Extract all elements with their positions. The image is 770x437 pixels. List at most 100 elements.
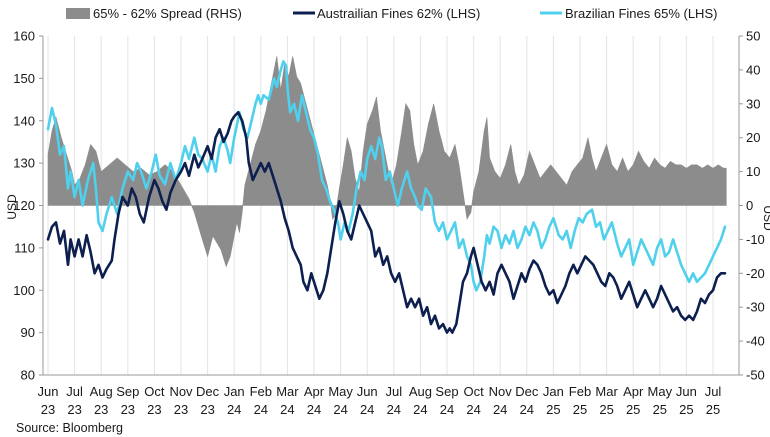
x-tick-year: 25 <box>626 402 640 417</box>
spread-area-series <box>47 56 727 268</box>
x-tick-year: 23 <box>94 402 108 417</box>
x-tick-label: Aug 23 <box>90 384 113 417</box>
x-tick-year: 25 <box>546 402 560 417</box>
x-tick-month: Jul <box>705 384 722 399</box>
left-tick-label: 80 <box>21 368 35 383</box>
x-tick-label: Jan 24 <box>224 384 245 417</box>
x-tick-year: 24 <box>466 402 480 417</box>
legend-label-brazilian: Brazilian Fines 65% (LHS) <box>565 6 717 21</box>
x-tick-label: Nov 23 <box>169 384 193 417</box>
right-tick-label: 10 <box>746 164 760 179</box>
right-tick-label: -30 <box>746 300 765 315</box>
x-tick-year: 23 <box>121 402 135 417</box>
x-tick-month: Jan <box>543 384 564 399</box>
x-tick-year: 24 <box>333 402 347 417</box>
x-tick-label: Jul 23 <box>66 384 83 417</box>
x-tick-label: Feb 25 <box>569 384 591 417</box>
left-tick-label: 150 <box>13 71 35 86</box>
x-tick-month: Feb <box>250 384 272 399</box>
x-tick-year: 24 <box>254 402 268 417</box>
x-axis-ticks: Jun 23 Jul 23 Aug 23 Sep 23 Oct 23 Nov 23 Dec 23 Jan 24… <box>38 384 722 417</box>
right-axis-title: USD <box>761 205 770 231</box>
x-tick-year: 25 <box>679 402 693 417</box>
x-tick-year: 24 <box>520 402 534 417</box>
x-tick-year: 24 <box>360 402 374 417</box>
x-tick-month: Jun <box>357 384 378 399</box>
right-tick-label: 30 <box>746 96 760 111</box>
x-tick-label: Jun 24 <box>357 384 378 417</box>
left-axis-title: USD <box>5 194 19 220</box>
x-tick-year: 24 <box>413 402 427 417</box>
left-tick-label: 120 <box>13 198 35 213</box>
line-series <box>46 60 727 334</box>
x-tick-label: Sep 24 <box>435 384 458 417</box>
x-tick-label: Mar 24 <box>276 384 299 417</box>
x-tick-month: May <box>648 384 673 399</box>
x-tick-month: Jun <box>38 384 59 399</box>
x-tick-month: Apr <box>304 384 325 399</box>
x-tick-month: Apr <box>623 384 644 399</box>
x-tick-label: Nov 24 <box>489 384 513 417</box>
x-tick-month: Feb <box>569 384 591 399</box>
x-tick-year: 23 <box>200 402 214 417</box>
x-tick-label: Apr 25 <box>623 384 644 417</box>
x-tick-year: 23 <box>147 402 161 417</box>
x-tick-month: Jul <box>66 384 83 399</box>
x-tick-label: Jun 25 <box>676 384 697 417</box>
x-tick-month: Nov <box>169 384 193 399</box>
x-tick-month: Jul <box>385 384 402 399</box>
right-tick-label: 0 <box>746 198 753 213</box>
x-tick-year: 23 <box>67 402 81 417</box>
legend-label-australian: Austrailian Fines 62% (LHS) <box>317 6 480 21</box>
brazilian-fines-line <box>46 60 727 292</box>
x-tick-month: May <box>328 384 353 399</box>
left-tick-label: 160 <box>13 29 35 44</box>
x-tick-label: Jun 23 <box>38 384 59 417</box>
right-tick-label: 50 <box>746 29 760 44</box>
x-tick-month: Dec <box>196 384 220 399</box>
x-tick-label: Apr 24 <box>304 384 325 417</box>
x-tick-year: 24 <box>440 402 454 417</box>
x-tick-month: Aug <box>90 384 113 399</box>
x-tick-label: Oct 23 <box>144 384 165 417</box>
left-tick-label: 130 <box>13 156 35 171</box>
right-tick-label: 20 <box>746 130 760 145</box>
x-tick-label: Mar 25 <box>595 384 618 417</box>
x-tick-label: Aug 24 <box>409 384 432 417</box>
x-tick-month: Aug <box>409 384 432 399</box>
x-tick-month: Sep <box>116 384 139 399</box>
x-tick-year: 24 <box>227 402 241 417</box>
legend-label-spread: 65% - 62% Spread (RHS) <box>93 6 242 21</box>
legend-swatch-spread <box>66 8 90 19</box>
x-tick-month: Mar <box>276 384 299 399</box>
right-tick-label: -40 <box>746 334 765 349</box>
x-tick-month: Dec <box>515 384 539 399</box>
left-axis-ticks: 80 90 100 110 120 130 140 150 160 <box>13 29 43 383</box>
x-tick-month: Oct <box>144 384 165 399</box>
spread-area <box>47 56 727 268</box>
x-tick-label: Oct 24 <box>463 384 484 417</box>
x-tick-label: Jul 25 <box>705 384 722 417</box>
x-tick-label: Dec 23 <box>196 384 220 417</box>
right-tick-label: 40 <box>746 62 760 77</box>
right-axis-ticks: -50 -40 -30 -20 -10 0 10 20 30 40 50 <box>739 29 765 383</box>
x-tick-label: May 24 <box>328 384 353 417</box>
x-tick-label: Feb 24 <box>250 384 272 417</box>
x-tick-year: 25 <box>653 402 667 417</box>
x-tick-month: Oct <box>463 384 484 399</box>
x-tick-year: 25 <box>599 402 613 417</box>
x-tick-year: 23 <box>41 402 55 417</box>
x-tick-month: Jun <box>676 384 697 399</box>
x-tick-label: Sep 23 <box>116 384 139 417</box>
x-tick-year: 23 <box>174 402 188 417</box>
x-tick-label: Jul 24 <box>385 384 402 417</box>
x-tick-year: 24 <box>387 402 401 417</box>
x-tick-year: 25 <box>706 402 720 417</box>
left-tick-label: 90 <box>21 325 35 340</box>
right-tick-label: -20 <box>746 266 765 281</box>
x-tick-month: Nov <box>489 384 513 399</box>
x-tick-label: May 25 <box>648 384 673 417</box>
australian-fines-line <box>46 111 727 334</box>
left-tick-label: 100 <box>13 283 35 298</box>
x-tick-year: 24 <box>493 402 507 417</box>
